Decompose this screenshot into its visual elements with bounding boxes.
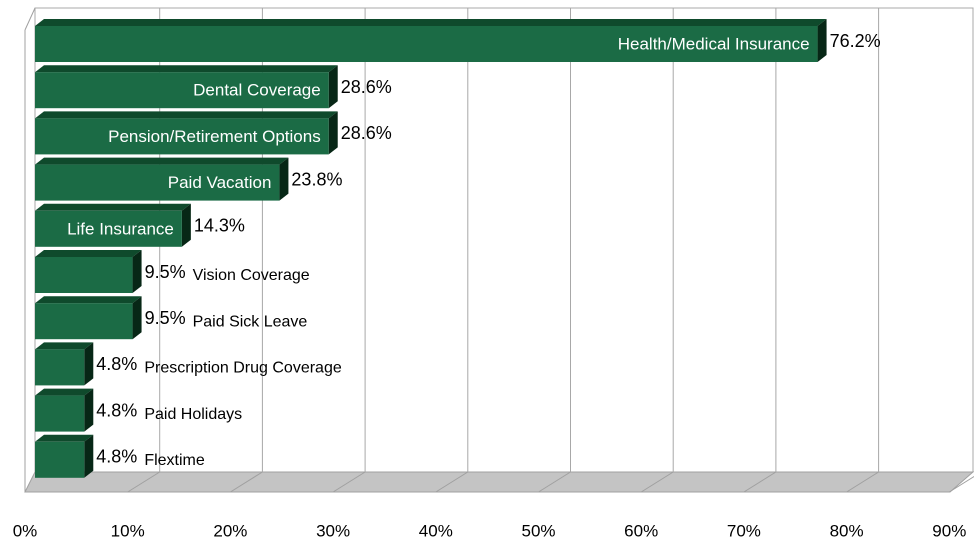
bar-side xyxy=(279,157,289,201)
bar-top xyxy=(35,296,142,304)
bar-side xyxy=(328,65,338,109)
bar-face xyxy=(35,118,329,155)
category-label: Vision Coverage xyxy=(193,267,310,284)
bar xyxy=(35,342,94,386)
floor-tick xyxy=(332,471,366,493)
floor-tick xyxy=(127,471,160,493)
bar-side xyxy=(84,342,94,386)
x-tick-label: 0% xyxy=(13,521,38,540)
floor-tick xyxy=(743,471,777,493)
bar-face xyxy=(35,164,280,201)
bar xyxy=(35,157,289,201)
bar xyxy=(35,250,142,293)
bar-face xyxy=(35,303,133,340)
x-tick-label: 10% xyxy=(111,521,145,540)
bar-top xyxy=(35,434,94,442)
bar-face xyxy=(35,72,329,109)
bar-top xyxy=(35,250,142,257)
category-label: Paid Vacation xyxy=(168,173,272,192)
category-label: Pension/Retirement Options xyxy=(108,127,321,146)
bar xyxy=(35,296,142,340)
x-tick-label: 90% xyxy=(932,521,966,540)
floor-tick xyxy=(949,475,974,493)
bar-face xyxy=(35,257,133,293)
bar xyxy=(35,434,94,478)
value-label: 76.2% xyxy=(830,31,881,51)
bar-top xyxy=(35,65,338,73)
category-label: Life Insurance xyxy=(67,219,174,238)
bar-side xyxy=(181,203,191,247)
floor-tick xyxy=(846,471,879,493)
bar-side xyxy=(817,19,827,62)
bar-face xyxy=(35,349,85,386)
bar-top xyxy=(35,111,338,119)
floor xyxy=(24,471,974,493)
bar-side xyxy=(132,296,142,340)
value-label: 4.8% xyxy=(96,447,137,467)
bar-side xyxy=(84,388,94,432)
category-label: Dental Coverage xyxy=(193,81,321,100)
x-tick-label: 40% xyxy=(419,521,453,540)
bar-side xyxy=(132,250,142,293)
bar-side xyxy=(84,434,94,478)
floor-tick xyxy=(230,471,263,493)
bar-face xyxy=(35,26,818,62)
x-tick-label: 70% xyxy=(727,521,761,540)
x-tick-label: 30% xyxy=(316,521,350,540)
category-label: Prescription Drug Coverage xyxy=(144,360,342,377)
category-label: Paid Sick Leave xyxy=(193,313,308,330)
bar xyxy=(35,111,338,155)
value-label: 28.6% xyxy=(341,123,392,143)
bar-top xyxy=(35,19,827,26)
value-label: 28.6% xyxy=(341,77,392,97)
value-label: 4.8% xyxy=(96,354,137,374)
bar-top xyxy=(35,388,94,396)
bar-face xyxy=(35,395,85,432)
floor-tick xyxy=(640,471,674,493)
floor-tick xyxy=(435,471,469,493)
category-label: Flextime xyxy=(144,452,205,469)
x-tick-label: 20% xyxy=(213,521,247,540)
x-tick-label: 60% xyxy=(624,521,658,540)
bar-top xyxy=(35,203,191,211)
bar xyxy=(35,203,191,247)
bar-top xyxy=(35,342,94,350)
bar xyxy=(35,19,827,62)
bar-top xyxy=(35,157,289,165)
value-label: 4.8% xyxy=(96,400,137,420)
bar-face xyxy=(35,441,85,478)
bar xyxy=(35,388,94,432)
category-label: Health/Medical Insurance xyxy=(618,34,810,53)
x-tick-label: 80% xyxy=(830,521,864,540)
bar-side xyxy=(328,111,338,155)
category-label: Paid Holidays xyxy=(144,406,242,423)
floor-tick xyxy=(538,471,571,493)
value-label: 23.8% xyxy=(291,169,342,189)
bar xyxy=(35,65,338,109)
bar-face xyxy=(35,210,182,247)
x-tick-label: 50% xyxy=(521,521,555,540)
left-wall-edge xyxy=(24,7,36,31)
value-label: 14.3% xyxy=(194,216,245,236)
value-label: 9.5% xyxy=(145,262,186,282)
value-label: 9.5% xyxy=(145,308,186,328)
